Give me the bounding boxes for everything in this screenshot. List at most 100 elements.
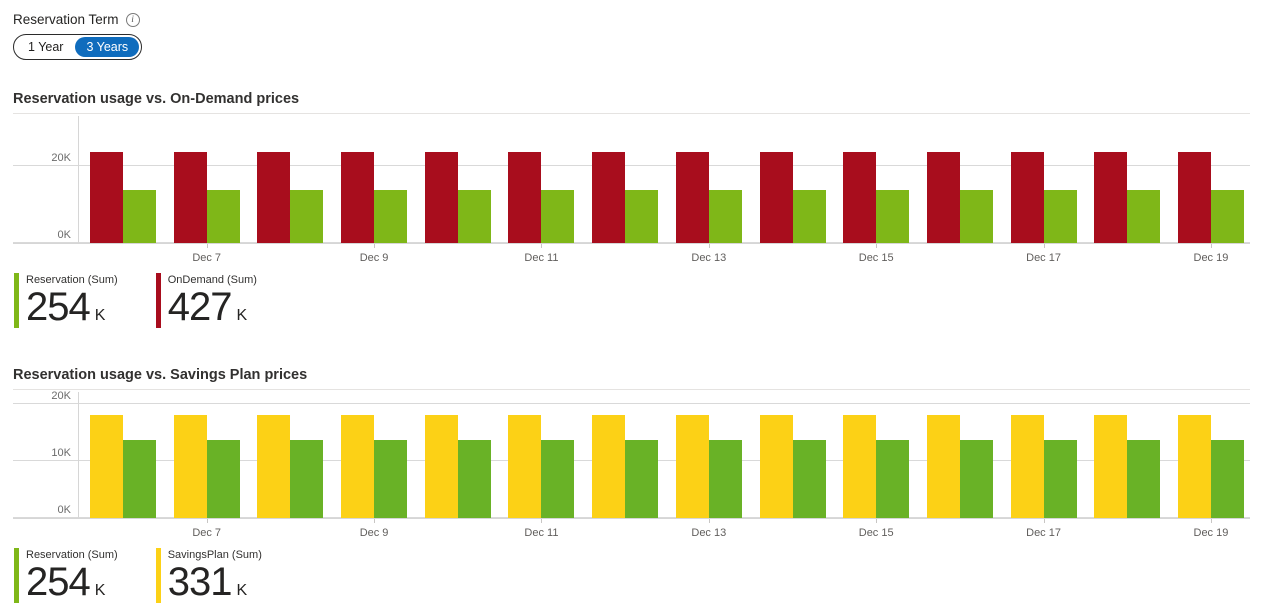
bar-savingsplan <box>675 415 709 518</box>
x-axis-slot <box>90 519 156 543</box>
x-axis-slot <box>592 519 658 543</box>
bar-group-Dec 10 <box>424 415 491 518</box>
x-axis-tick <box>541 244 543 248</box>
bar-reservation <box>457 189 491 243</box>
x-axis-tick-label: Dec 9 <box>359 527 389 539</box>
bar-reservation <box>374 189 408 243</box>
bar-reservation <box>1210 440 1244 518</box>
bar-reservation <box>1043 189 1077 243</box>
x-axis-tick-label: Dec 17 <box>1026 252 1061 264</box>
bar-reservation <box>792 189 826 243</box>
x-axis-slot <box>257 244 323 268</box>
bar-reservation <box>541 189 575 243</box>
bar-reservation <box>1127 440 1161 518</box>
legend-text: Reservation (Sum) 254 K <box>26 548 118 603</box>
x-axis-slot <box>425 519 491 543</box>
divider <box>13 113 1250 114</box>
legend-total-value: 331 <box>167 560 233 604</box>
reservation-term-header: Reservation Term i <box>13 12 1250 28</box>
bar-reservation <box>959 189 993 243</box>
bar-group-Dec 14 <box>759 152 826 243</box>
bar-reservation <box>541 440 575 518</box>
y-axis-tick-label: 20K <box>51 389 71 402</box>
x-axis-slot: Dec 11 <box>508 244 574 268</box>
bars-container <box>78 116 1250 243</box>
bar-reservation <box>625 440 659 518</box>
x-axis-slot: Dec 19 <box>1178 519 1244 543</box>
gridline <box>13 402 1250 404</box>
info-icon[interactable]: i <box>125 13 140 27</box>
bar-reservation <box>290 189 324 243</box>
x-axis-slot: Dec 17 <box>1011 519 1077 543</box>
legend-total-unit: K <box>94 307 106 324</box>
bar-group-Dec 16 <box>926 152 993 243</box>
gridline <box>13 164 1250 166</box>
bar-reservation <box>959 440 993 518</box>
bar-group-Dec 16 <box>926 415 993 518</box>
bar-ondemand <box>1010 152 1044 243</box>
bar-ondemand <box>843 152 877 243</box>
y-axis-tick-label: 20K <box>51 151 71 164</box>
x-axis-slot <box>927 244 993 268</box>
x-axis-tick-label: Dec 13 <box>691 527 727 539</box>
bar-ondemand <box>341 152 375 243</box>
bar-savingsplan <box>843 415 877 518</box>
legend-color-bar <box>14 548 19 603</box>
bar-group-Dec 14 <box>759 415 826 518</box>
x-axis-slot: Dec 9 <box>341 244 407 268</box>
x-axis-tick-label: Dec 7 <box>192 252 222 264</box>
bar-group-Dec 9 <box>341 152 408 243</box>
bars-container <box>78 392 1250 518</box>
bar-reservation <box>708 189 742 243</box>
bar-savingsplan <box>424 415 458 518</box>
bar-group-Dec 18 <box>1094 415 1161 518</box>
x-axis-slot: Dec 17 <box>1011 244 1077 268</box>
bar-group-Dec 9 <box>341 415 408 518</box>
bar-group-Dec 7 <box>173 415 240 518</box>
toggle-option-1-year[interactable]: 1 Year <box>28 40 64 54</box>
bar-reservation <box>206 189 240 243</box>
x-axis-slot: Dec 7 <box>174 244 240 268</box>
x-axis-tick <box>206 519 208 523</box>
x-axis-tick-label: Dec 13 <box>691 252 727 264</box>
legend-color-bar <box>155 273 161 328</box>
chart-legend: Reservation (Sum) 254 K OnDemand (Sum) 427 K <box>13 273 1250 328</box>
bar-group-Dec 7 <box>173 152 240 243</box>
bar-ondemand <box>424 152 458 243</box>
legend-item-ondemand: OnDemand (Sum) 427 K <box>155 273 257 328</box>
bar-group-Dec 13 <box>675 152 742 243</box>
x-axis-tick <box>876 519 878 523</box>
bar-group-Dec 19 <box>1177 152 1244 243</box>
bar-ondemand <box>926 152 960 243</box>
chart-legend: Reservation (Sum) 254 K SavingsPlan (Sum) 33… <box>13 548 1250 603</box>
legend-text: OnDemand (Sum) 427 K <box>168 273 257 328</box>
bar-ondemand <box>1177 152 1211 243</box>
legend-total-unit: K <box>236 582 248 599</box>
x-axis-tick <box>708 244 710 248</box>
bar-group-Dec 17 <box>1010 152 1077 243</box>
bar-group-Dec 8 <box>257 415 324 518</box>
bar-reservation <box>1127 189 1161 243</box>
legend-series-label: Reservation (Sum) <box>26 274 118 286</box>
legend-total-unit: K <box>236 307 248 324</box>
x-axis-labels: Dec 7 Dec 9 Dec 11 Dec 13 Dec 15 Dec 17 Dec 19 <box>78 519 1250 543</box>
x-axis-slot <box>592 244 658 268</box>
bar-ondemand <box>759 152 793 243</box>
bar-savingsplan <box>90 415 123 518</box>
toggle-option-3-years[interactable]: 3 Years <box>75 37 140 57</box>
bar-group-Dec 17 <box>1010 415 1077 518</box>
legend-total: 427 K <box>168 287 257 328</box>
savings-plan-bar-chart: 0K 10K 20K <box>13 389 1250 519</box>
x-axis-tick <box>1043 519 1045 523</box>
bar-reservation <box>876 189 910 243</box>
legend-total-unit: K <box>94 582 106 599</box>
legend-total: 254 K <box>26 287 118 328</box>
x-axis-slot: Dec 13 <box>676 519 742 543</box>
bar-reservation <box>290 440 324 518</box>
bar-group-Dec 15 <box>843 152 910 243</box>
reservation-term-toggle[interactable]: 1 Year 3 Years <box>13 34 143 60</box>
y-axis-line <box>78 392 79 518</box>
bar-savingsplan <box>759 415 793 518</box>
x-axis-slot: Dec 7 <box>174 519 240 543</box>
bar-savingsplan <box>508 415 542 518</box>
